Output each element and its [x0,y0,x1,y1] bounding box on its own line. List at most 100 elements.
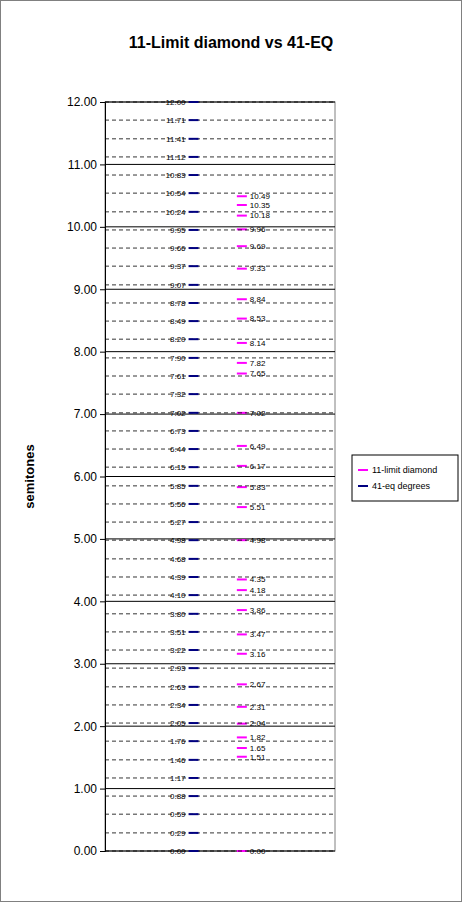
marker [237,362,247,364]
guide-line [105,576,335,577]
tick-mark [100,851,105,852]
guide-line [105,558,335,559]
series [237,196,247,851]
data-label: 7.02 [250,409,266,418]
marker [237,215,247,217]
guide-line [105,759,335,760]
tick: 9.00 [74,283,105,297]
tick-label: 0.00 [74,844,98,858]
tick: 11.00 [68,158,105,172]
data-label: 9.66 [170,244,186,253]
tick-label: 5.00 [74,532,98,546]
tick-mark [100,664,105,665]
guide-line [105,796,335,797]
guide-line [105,102,335,103]
guide-line [105,193,335,194]
marker [189,247,199,249]
tick-mark [100,289,105,290]
data-label: 8.49 [170,317,186,326]
guide-line [105,631,335,632]
tick-mark [100,164,105,165]
guide-line [105,814,335,815]
tick-label: 12.00 [67,95,97,109]
data-label: 4.98 [170,536,186,545]
data-label: 7.61 [170,372,186,381]
marker [189,466,199,468]
tick-label: 1.00 [74,782,98,796]
marker [189,740,199,742]
marker [237,609,247,611]
data-label: 9.96 [250,225,266,234]
data-label: 10.24 [166,208,187,217]
marker [189,156,199,158]
tick-mark [100,227,105,228]
data-label: 1.65 [250,744,266,753]
data-label: 9.07 [170,281,186,290]
data-label: 3.16 [250,650,266,659]
grid-line [105,164,335,165]
grid-line [105,351,335,352]
guide-line [105,613,335,614]
guide-line [105,302,335,303]
guide-line [105,120,335,121]
data-label: 4.35 [250,575,266,584]
guide-line [105,851,335,852]
marker [189,485,199,487]
marker [189,211,199,213]
axis-line [100,103,106,852]
marker [189,430,199,432]
y-axis-title: semitones [22,444,37,508]
tick: 0.00 [74,844,105,858]
grid-line [105,726,335,727]
tick: 5.00 [74,532,105,546]
marker [237,683,247,685]
marker [237,245,247,247]
marker [189,101,199,103]
marker [189,594,199,596]
tick: 2.00 [74,720,105,734]
y-axis: 0.001.002.003.004.005.006.007.008.009.00… [67,95,106,858]
tick-mark [100,477,105,478]
marker [189,850,199,852]
tick-mark [100,352,105,353]
marker [189,631,199,633]
data-label: 0.00 [250,847,266,856]
marker [237,589,247,591]
data-labels: 0.001.511.651.822.042.312.673.163.473.86… [166,98,271,856]
marker [237,736,247,738]
data-label: 6.15 [170,463,186,472]
grid-line [105,788,335,789]
guide-line [105,138,335,139]
tick: 3.00 [74,657,105,671]
marker [237,318,247,320]
marker [189,338,199,340]
guide-line [105,686,335,687]
marker [189,284,199,286]
marker [189,174,199,176]
guide-line [105,449,335,450]
guide-line [105,430,335,431]
marker [189,686,199,688]
data-label: 6.44 [170,445,186,454]
data-label: 2.31 [250,703,266,712]
guide-line [105,595,335,596]
plot-frame [105,102,335,851]
guide-line [105,668,335,669]
marker [189,813,199,815]
guide-line [105,394,335,395]
guide-line [105,704,335,705]
data-label: 6.49 [250,442,266,451]
guide-line [105,175,335,176]
marker [189,320,199,322]
marker [189,412,199,414]
data-label: 0.00 [170,847,186,856]
legend-label: 41-eq degrees [372,481,431,491]
guide-line [105,248,335,249]
data-label: 0.88 [170,792,186,801]
grid-line [105,663,335,664]
data-label: 2.05 [170,719,186,728]
marker [237,465,247,467]
data-label: 6.73 [170,427,186,436]
guide-line [105,156,335,157]
data-label: 1.17 [170,774,186,783]
